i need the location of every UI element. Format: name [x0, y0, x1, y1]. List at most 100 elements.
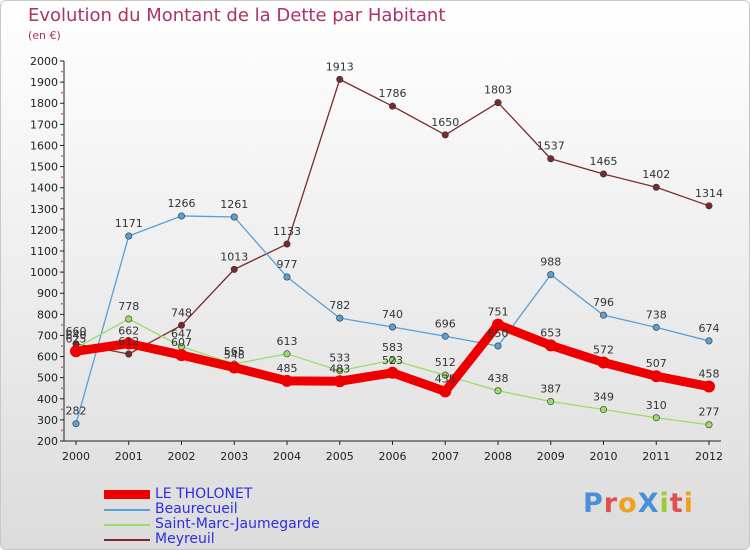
- data-label: 387: [540, 383, 561, 396]
- data-point: [281, 374, 293, 387]
- data-label: 696: [435, 317, 456, 330]
- data-point: [336, 75, 344, 83]
- data-label: 438: [488, 372, 509, 385]
- data-point: [547, 398, 555, 406]
- x-tick-label: 2007: [431, 450, 459, 463]
- y-tick-label: 1200: [30, 224, 58, 237]
- data-point: [336, 314, 344, 322]
- y-tick-label: 1000: [30, 266, 58, 279]
- data-label: 485: [277, 362, 298, 375]
- y-minor-tick: [61, 281, 63, 284]
- y-tick-label: 1300: [30, 203, 58, 216]
- y-minor-tick: [61, 323, 63, 326]
- y-minor-tick: [61, 70, 63, 73]
- x-tick-label: 2009: [537, 450, 565, 463]
- data-label: 483: [329, 362, 350, 375]
- data-point: [125, 232, 133, 240]
- data-point: [492, 318, 504, 331]
- data-point: [705, 421, 713, 429]
- data-point: [230, 265, 238, 273]
- data-point: [494, 342, 502, 350]
- chart-subtitle: (en €): [28, 29, 61, 42]
- y-tick-label: 400: [37, 393, 58, 406]
- data-point: [125, 315, 133, 323]
- data-point: [122, 337, 135, 350]
- data-point: [178, 321, 186, 329]
- data-point: [283, 240, 291, 248]
- y-tick-label: 1100: [30, 245, 58, 258]
- data-label: 512: [435, 356, 456, 369]
- proxiti-logo: ProXiti: [583, 488, 694, 519]
- logo-letter: i: [683, 488, 694, 519]
- data-point: [597, 356, 610, 369]
- y-tick-label: 1400: [30, 182, 58, 195]
- data-label: 796: [593, 296, 614, 309]
- data-point: [544, 339, 557, 352]
- data-label: 1171: [115, 217, 143, 230]
- data-label: 613: [277, 335, 298, 348]
- data-label: 565: [224, 345, 245, 358]
- data-point: [70, 345, 82, 358]
- logo-letter: i: [659, 488, 670, 519]
- data-point: [333, 375, 346, 388]
- y-minor-tick: [61, 155, 63, 157]
- data-point: [388, 102, 396, 110]
- x-tick-label: 2002: [168, 450, 196, 463]
- y-minor-tick: [61, 366, 63, 369]
- y-minor-tick: [61, 260, 63, 263]
- data-point: [705, 202, 713, 210]
- data-label: 751: [488, 306, 509, 319]
- data-label: 583: [382, 341, 403, 354]
- data-point: [72, 420, 80, 428]
- y-minor-tick: [61, 91, 63, 94]
- y-tick-label: 900: [37, 287, 58, 300]
- y-minor-tick: [61, 218, 63, 221]
- data-label: 653: [540, 326, 561, 339]
- data-point: [386, 366, 399, 379]
- data-point: [388, 356, 396, 364]
- data-point: [441, 131, 449, 139]
- data-point: [705, 337, 713, 345]
- data-label: 1402: [642, 168, 670, 181]
- data-label: 662: [118, 324, 139, 337]
- y-tick-label: 1500: [30, 161, 58, 174]
- data-label: 782: [329, 299, 350, 312]
- data-point: [228, 361, 241, 374]
- x-tick-label: 2011: [642, 450, 670, 463]
- data-label: 1013: [220, 250, 248, 263]
- data-point: [125, 350, 133, 358]
- data-label: 988: [540, 256, 561, 269]
- data-point: [283, 350, 291, 358]
- x-tick-label: 2000: [62, 450, 90, 463]
- y-minor-tick: [61, 176, 63, 179]
- data-point: [652, 183, 660, 191]
- legend-swatch: [104, 524, 150, 526]
- data-label: 310: [646, 399, 667, 412]
- y-minor-tick: [61, 345, 63, 347]
- y-minor-tick: [61, 302, 63, 305]
- y-minor-tick: [61, 429, 63, 432]
- y-tick-label: 2000: [30, 55, 58, 68]
- data-label: 977: [277, 258, 298, 271]
- data-point: [494, 99, 502, 107]
- data-point: [175, 349, 188, 362]
- logo-letter: o: [618, 488, 638, 519]
- y-tick-label: 1600: [30, 139, 58, 152]
- y-tick-label: 1800: [30, 97, 58, 110]
- x-tick-label: 2003: [220, 450, 248, 463]
- chart-title: Evolution du Montant de la Dette par Hab…: [28, 5, 446, 26]
- data-label: 435: [435, 372, 456, 385]
- data-label: 1133: [273, 225, 301, 238]
- logo-letter: t: [669, 488, 684, 519]
- data-label: 458: [699, 368, 720, 381]
- data-point: [230, 213, 238, 221]
- legend-swatch: [104, 539, 150, 541]
- x-tick-label: 2012: [695, 450, 723, 463]
- data-point: [388, 323, 396, 331]
- data-point: [439, 385, 452, 398]
- data-label: 612: [118, 335, 139, 348]
- data-point: [441, 371, 449, 379]
- data-label: 548: [224, 349, 245, 362]
- x-tick-label: 2006: [379, 450, 407, 463]
